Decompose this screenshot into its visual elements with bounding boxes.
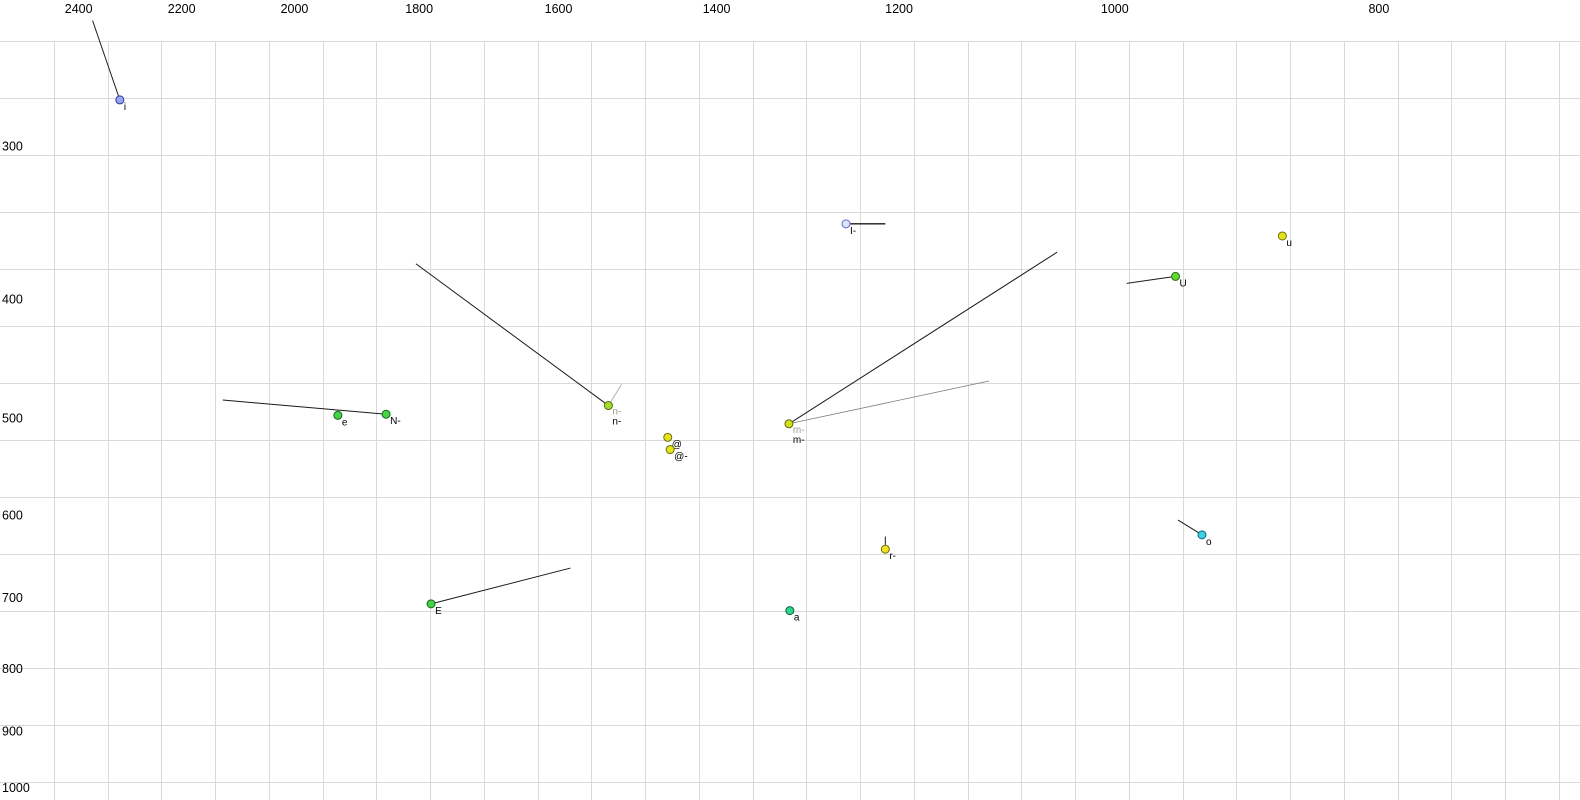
trajectory-line-n- bbox=[415, 263, 609, 406]
x-tick-label: 1200 bbox=[885, 2, 913, 16]
trajectory-line-o bbox=[1177, 519, 1203, 536]
vowel-marker bbox=[1277, 231, 1287, 241]
x-tick-label: 2200 bbox=[168, 2, 196, 16]
x-tick-label: 1600 bbox=[545, 2, 573, 16]
vowel-point-N-: N- bbox=[381, 409, 401, 427]
vowel-label: u bbox=[1286, 238, 1292, 249]
vowel-label: @- bbox=[674, 452, 687, 463]
y-tick-label: 600 bbox=[2, 509, 23, 523]
vowel-label: a bbox=[794, 613, 800, 624]
trajectory-line-m-ghost bbox=[788, 380, 990, 425]
vowel-marker bbox=[426, 599, 436, 609]
vowel-marker bbox=[115, 95, 125, 105]
vowel-label: @ bbox=[672, 439, 682, 450]
vowel-marker bbox=[841, 219, 851, 229]
y-tick-label: 400 bbox=[2, 293, 23, 307]
vowel-point-E: E bbox=[426, 599, 442, 617]
trajectory-line-E bbox=[430, 567, 571, 605]
vowel-point-i: i bbox=[115, 95, 126, 113]
vowel-marker bbox=[381, 409, 391, 419]
y-tick-label: 800 bbox=[2, 662, 23, 676]
vowel-marker bbox=[880, 544, 890, 554]
vowel-label: i bbox=[124, 102, 126, 113]
vowel-marker bbox=[784, 419, 794, 429]
x-tick-label: 800 bbox=[1368, 2, 1389, 16]
vowel-label: o bbox=[1206, 537, 1212, 548]
y-tick-label: 900 bbox=[2, 725, 23, 739]
vowel-marker bbox=[603, 401, 613, 411]
grid bbox=[0, 41, 1580, 800]
y-tick-label: 300 bbox=[2, 139, 23, 153]
vowel-label: r- bbox=[889, 551, 896, 562]
vowel-point-e: e bbox=[333, 410, 348, 428]
trajectory-line-U bbox=[1126, 275, 1176, 284]
vowel-point-m-: m-m- bbox=[784, 419, 805, 446]
x-tick-label: 2000 bbox=[281, 2, 309, 16]
vowel-label: E bbox=[435, 606, 442, 617]
vowel-point-I-: I- bbox=[841, 219, 856, 237]
y-tick-label: 700 bbox=[2, 591, 23, 605]
vowel-ghost-label: m- bbox=[793, 425, 805, 436]
vowel-label: m- bbox=[793, 435, 805, 446]
vowel-point-r-: r- bbox=[880, 544, 896, 562]
vowel-point-o: o bbox=[1197, 530, 1212, 548]
y-tick-label: 1000 bbox=[2, 781, 30, 795]
trajectory-line-m- bbox=[788, 251, 1058, 425]
vowel-marker bbox=[1197, 530, 1207, 540]
vowel-point-n-: n-n- bbox=[603, 401, 621, 428]
trajectory-line-i bbox=[92, 20, 121, 101]
vowel-label: N- bbox=[390, 416, 401, 427]
vowel-marker bbox=[785, 606, 795, 616]
vowel-point-@-: @- bbox=[665, 445, 688, 463]
trajectory-line-N- bbox=[222, 399, 387, 415]
x-tick-label: 1400 bbox=[703, 2, 731, 16]
vowel-label: n- bbox=[612, 417, 621, 428]
vowel-label: e bbox=[342, 417, 348, 428]
vowel-label: U bbox=[1180, 278, 1187, 289]
y-tick-label: 500 bbox=[2, 411, 23, 425]
x-tick-label: 1800 bbox=[405, 2, 433, 16]
vowel-marker bbox=[333, 410, 343, 420]
vowel-point-U: U bbox=[1171, 271, 1187, 289]
x-tick-label: 2400 bbox=[65, 2, 93, 16]
vowel-point-u: u bbox=[1277, 231, 1292, 249]
vowel-point-@: @ bbox=[663, 432, 682, 450]
vowel-marker bbox=[663, 432, 673, 442]
vowel-point-a: a bbox=[785, 606, 800, 624]
vowel-ghost-label: n- bbox=[612, 407, 621, 418]
x-tick-label: 1000 bbox=[1101, 2, 1129, 16]
vowel-label: I- bbox=[850, 226, 856, 237]
vowel-marker bbox=[1171, 271, 1181, 281]
vowel-marker bbox=[665, 445, 675, 455]
